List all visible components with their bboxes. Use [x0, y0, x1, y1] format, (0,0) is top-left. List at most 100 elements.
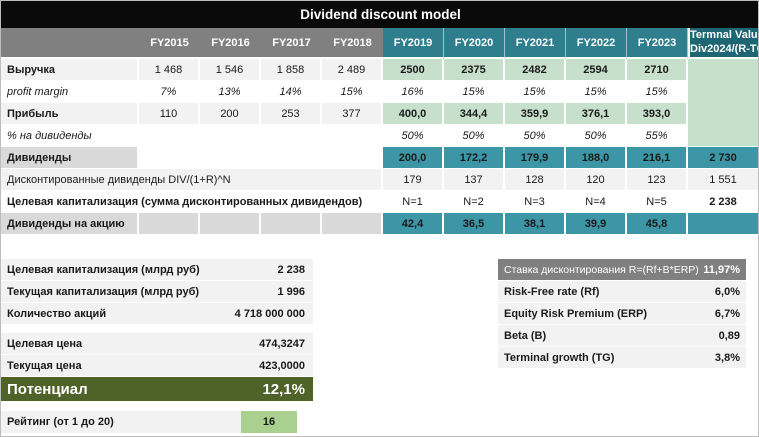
column-header-fy2015[interactable]: FY2015 — [139, 28, 200, 59]
row-label-dividends-per-share[interactable]: Дивиденды на акцию — [1, 213, 139, 235]
table-cell[interactable]: 376,1 — [566, 103, 627, 125]
table-cell[interactable]: 15% — [505, 81, 566, 103]
discount-label[interactable]: Beta (B) — [504, 329, 547, 342]
table-cell[interactable]: 137 — [444, 169, 505, 191]
table-cell[interactable]: N=2 — [444, 191, 505, 213]
table-cell[interactable]: 42,4 — [383, 213, 444, 235]
table-cell[interactable]: 50% — [383, 125, 444, 147]
discount-value[interactable]: 6,0% — [714, 285, 740, 298]
table-cell[interactable]: 16% — [383, 81, 444, 103]
summary-value[interactable]: 4 718 000 000 — [234, 307, 305, 320]
summary-value[interactable]: 1 996 — [277, 285, 305, 298]
table-cell[interactable]: 2710 — [627, 59, 688, 81]
discount-label[interactable]: Terminal growth (TG) — [504, 351, 615, 364]
summary-value[interactable]: 2 238 — [277, 263, 305, 276]
discount-rate-header-value[interactable]: 11,97% — [703, 263, 740, 276]
table-cell[interactable]: 216,1 — [627, 147, 688, 169]
table-cell[interactable]: N=1 — [383, 191, 444, 213]
table-cell[interactable]: 36,5 — [444, 213, 505, 235]
terminal-cell[interactable]: 2 730 — [688, 147, 758, 169]
table-cell[interactable]: 2375 — [444, 59, 505, 81]
summary-label[interactable]: Текущая капитализация (млрд руб) — [7, 285, 200, 298]
table-cell[interactable]: 2594 — [566, 59, 627, 81]
table-cell[interactable] — [200, 125, 261, 147]
row-label-payout-ratio[interactable]: % на дивиденды — [1, 125, 139, 147]
table-cell[interactable]: 110 — [139, 103, 200, 125]
table-cell[interactable]: 400,0 — [383, 103, 444, 125]
table-cell[interactable] — [322, 125, 383, 147]
discount-label[interactable]: Risk-Free rate (Rf) — [504, 285, 600, 298]
table-cell[interactable] — [261, 213, 322, 235]
terminal-cell[interactable] — [688, 213, 758, 235]
table-cell[interactable]: N=4 — [566, 191, 627, 213]
table-cell[interactable]: N=5 — [627, 191, 688, 213]
terminal-cell[interactable]: 2 238 — [688, 191, 758, 213]
summary-value[interactable]: 474,3247 — [259, 337, 305, 350]
rating-label[interactable]: Рейтинг (от 1 до 20) — [1, 411, 241, 433]
column-header-fy2016[interactable]: FY2016 — [200, 28, 261, 59]
row-label-profit-margin[interactable]: profit margin — [1, 81, 139, 103]
table-cell[interactable]: 13% — [200, 81, 261, 103]
terminal-empty-block[interactable] — [688, 59, 758, 147]
table-cell[interactable]: 188,0 — [566, 147, 627, 169]
table-cell[interactable]: 179 — [383, 169, 444, 191]
table-cell[interactable] — [322, 147, 383, 169]
table-cell[interactable] — [139, 125, 200, 147]
table-cell[interactable] — [200, 213, 261, 235]
table-cell[interactable] — [139, 213, 200, 235]
table-cell[interactable] — [322, 213, 383, 235]
table-cell[interactable]: 7% — [139, 81, 200, 103]
table-cell[interactable]: 55% — [627, 125, 688, 147]
table-cell[interactable]: 1 468 — [139, 59, 200, 81]
column-header-terminal-value[interactable]: Termnal Value Div2024/(R-TG) — [688, 28, 758, 59]
table-cell[interactable]: 1 546 — [200, 59, 261, 81]
table-cell[interactable]: 200 — [200, 103, 261, 125]
table-cell[interactable]: 38,1 — [505, 213, 566, 235]
potential-value[interactable]: 12,1% — [262, 380, 305, 398]
row-label-revenue[interactable]: Выручка — [1, 59, 139, 81]
summary-label[interactable]: Целевая капитализация (млрд руб) — [7, 263, 200, 276]
table-cell[interactable] — [261, 147, 322, 169]
table-cell[interactable]: 39,9 — [566, 213, 627, 235]
table-cell[interactable]: 50% — [566, 125, 627, 147]
row-label-dividends[interactable]: Дивиденды — [1, 147, 139, 169]
terminal-cell[interactable]: 1 551 — [688, 169, 758, 191]
table-cell[interactable] — [261, 125, 322, 147]
table-cell[interactable]: 15% — [322, 81, 383, 103]
table-cell[interactable]: 1 858 — [261, 59, 322, 81]
table-cell[interactable] — [139, 147, 200, 169]
discount-value[interactable]: 0,89 — [718, 329, 740, 342]
discount-value[interactable]: 3,8% — [714, 351, 740, 364]
table-cell[interactable]: 377 — [322, 103, 383, 125]
table-cell[interactable]: 359,9 — [505, 103, 566, 125]
row-label-discounted-dividends[interactable]: Дисконтированные дивиденды DIV/(1+R)^N — [1, 169, 383, 191]
column-header-fy2022[interactable]: FY2022 — [566, 28, 627, 59]
discount-label[interactable]: Equity Risk Premium (ERP) — [504, 307, 648, 320]
column-header-fy2023[interactable]: FY2023 — [627, 28, 688, 59]
summary-value[interactable]: 423,0000 — [259, 359, 305, 372]
table-cell[interactable]: 128 — [505, 169, 566, 191]
summary-label[interactable]: Целевая цена — [7, 337, 83, 350]
table-cell[interactable]: 179,9 — [505, 147, 566, 169]
column-header-fy2017[interactable]: FY2017 — [261, 28, 322, 59]
table-cell[interactable]: 2482 — [505, 59, 566, 81]
table-cell[interactable]: 123 — [627, 169, 688, 191]
row-label-target-cap-sum[interactable]: Целевая капитализация (сумма дисконтиров… — [1, 191, 383, 213]
table-cell[interactable]: 50% — [505, 125, 566, 147]
table-cell[interactable]: 15% — [444, 81, 505, 103]
column-header-fy2021[interactable]: FY2021 — [505, 28, 566, 59]
table-cell[interactable]: 393,0 — [627, 103, 688, 125]
rating-value-cell[interactable]: 16 — [241, 411, 297, 433]
summary-label[interactable]: Количество акций — [7, 307, 107, 320]
table-cell[interactable] — [200, 147, 261, 169]
table-cell[interactable]: 2500 — [383, 59, 444, 81]
column-header-fy2020[interactable]: FY2020 — [444, 28, 505, 59]
header-empty-cell[interactable] — [1, 28, 139, 59]
discount-rate-header-label[interactable]: Ставка дисконтирования R=(Rf+B*ERP) — [504, 263, 699, 276]
table-cell[interactable]: 253 — [261, 103, 322, 125]
discount-value[interactable]: 6,7% — [714, 307, 740, 320]
table-cell[interactable]: 172,2 — [444, 147, 505, 169]
row-label-net-income[interactable]: Прибыль — [1, 103, 139, 125]
table-cell[interactable]: 15% — [566, 81, 627, 103]
table-cell[interactable]: 45,8 — [627, 213, 688, 235]
